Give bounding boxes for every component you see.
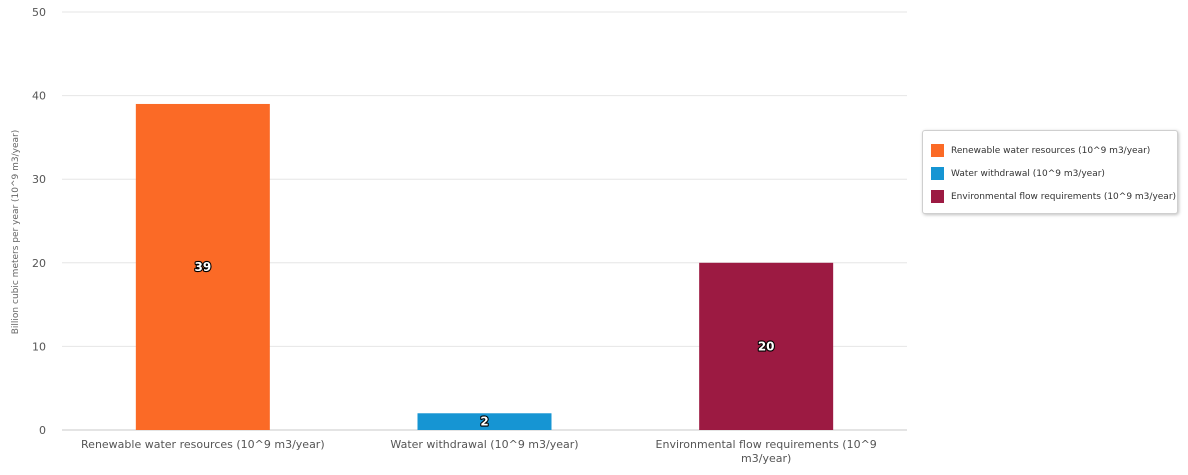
legend-label-withdrawal: Water withdrawal (10^9 m3/year): [951, 168, 1105, 179]
y-tick-label-50: 50: [32, 6, 46, 19]
x-tick-label-2: Environmental flow requirements (10^9 m3/…: [656, 438, 877, 465]
legend-label-renewable: Renewable water resources (10^9 m3/year): [951, 145, 1151, 156]
legend-item-renewable[interactable]: Renewable water resources (10^9 m3/year): [931, 139, 1177, 162]
y-axis-title: Billion cubic meters per year (10^9 m3/y…: [11, 130, 21, 335]
y-axis-ticks: 0 10 20 30 40 50: [32, 6, 46, 437]
y-tick-label-40: 40: [32, 90, 46, 103]
legend-swatch-withdrawal: [931, 167, 944, 180]
legend-item-environmental[interactable]: Environmental flow requirements (10^9 m3…: [931, 185, 1177, 208]
bar-0: [135, 103, 270, 431]
x-tick-label-1: Water withdrawal (10^9 m3/year): [390, 438, 578, 451]
bar-1: [417, 413, 552, 430]
bar-2: [699, 262, 834, 430]
data-label-2: 20: [758, 339, 775, 353]
y-tick-label-0: 0: [39, 424, 46, 437]
legend-swatch-renewable: [931, 144, 944, 157]
data-label-1: 2: [480, 415, 488, 429]
bars: [135, 103, 834, 431]
x-axis-ticks: Renewable water resources (10^9 m3/year)…: [81, 438, 877, 465]
x-tick-label-0: Renewable water resources (10^9 m3/year): [81, 438, 325, 451]
data-labels: 39 2 20: [193, 259, 775, 430]
legend-swatch-environmental: [931, 190, 944, 203]
y-tick-label-10: 10: [32, 340, 46, 353]
y-tick-label-30: 30: [32, 173, 46, 186]
legend: Renewable water resources (10^9 m3/year)…: [922, 130, 1178, 214]
data-label-0: 39: [194, 260, 211, 274]
y-tick-label-20: 20: [32, 257, 46, 270]
legend-label-environmental: Environmental flow requirements (10^9 m3…: [951, 191, 1177, 202]
legend-item-withdrawal[interactable]: Water withdrawal (10^9 m3/year): [931, 162, 1177, 185]
